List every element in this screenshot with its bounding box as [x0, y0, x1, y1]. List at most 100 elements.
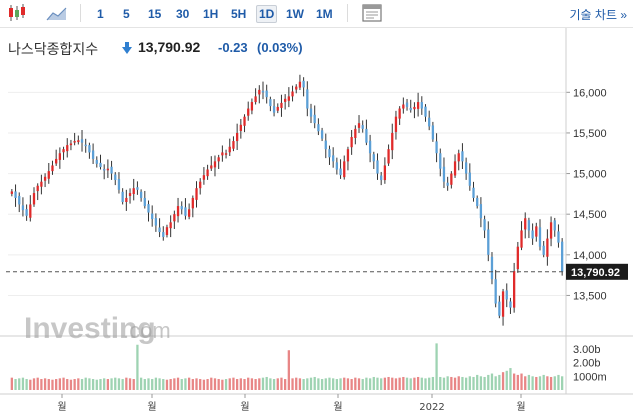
- candle-body: [51, 165, 54, 172]
- investing-watermark: Investing .com: [24, 312, 171, 345]
- area-chart-icon[interactable]: [45, 2, 69, 24]
- volume-bar: [501, 372, 505, 390]
- volume-bar: [498, 374, 501, 390]
- candlestick-series: [10, 74, 564, 326]
- volume-bar: [428, 377, 431, 390]
- candle-body: [29, 204, 32, 218]
- candle-body: [453, 161, 457, 176]
- volume-bar: [128, 378, 132, 390]
- volume-bar: [509, 368, 512, 390]
- candle-body: [206, 169, 209, 177]
- time-axis: 월 월 월 월 2022 월: [57, 394, 526, 413]
- candle-body: [36, 185, 39, 192]
- volume-bar: [538, 376, 542, 390]
- chart-grid: [0, 91, 633, 395]
- volume-bar: [43, 378, 47, 390]
- candle-body: [77, 140, 80, 143]
- volume-bar: [158, 378, 161, 390]
- candle-body: [173, 214, 176, 222]
- volume-bar: [380, 378, 383, 390]
- candle-body: [298, 81, 302, 88]
- timeframe-5h[interactable]: 5H: [231, 7, 247, 21]
- volume-bar: [261, 377, 265, 390]
- volume-bar: [235, 379, 239, 390]
- volume-bar: [535, 376, 538, 390]
- volume-bar: [106, 379, 110, 390]
- candle-body: [561, 241, 564, 272]
- time-tick-label: 월: [333, 401, 342, 413]
- volume-bar: [180, 379, 183, 390]
- candle-body: [80, 139, 84, 143]
- volume-bar: [272, 379, 276, 390]
- volume-bar: [320, 379, 324, 390]
- volume-bar: [442, 377, 446, 390]
- candlestick-chart-icon[interactable]: [4, 2, 28, 24]
- last-price-tag-bg: [566, 263, 628, 280]
- volume-bar: [32, 378, 36, 390]
- volume-bar: [47, 379, 50, 390]
- technical-chart-link[interactable]: 기술 차트 »: [569, 8, 627, 22]
- timeframe-1m[interactable]: 1M: [316, 7, 333, 21]
- candle-body: [420, 102, 423, 109]
- volume-bar: [439, 376, 442, 390]
- candle-body: [143, 197, 146, 207]
- volume-bar: [561, 376, 564, 390]
- volume-bar: [298, 378, 302, 390]
- volume-bar: [424, 378, 427, 390]
- candle-body: [439, 153, 442, 169]
- candle-body: [416, 102, 420, 109]
- volume-bar: [250, 378, 254, 390]
- candle-body: [435, 141, 438, 154]
- candle-body: [139, 191, 143, 198]
- candle-body: [217, 157, 220, 162]
- candle-body: [531, 230, 534, 239]
- candle-body: [368, 140, 372, 154]
- timeframe-1h[interactable]: 1H: [203, 7, 219, 21]
- timeframe-15min[interactable]: 15: [148, 7, 162, 21]
- volume-bar: [210, 377, 213, 390]
- volume-bar: [195, 378, 198, 390]
- volume-bar: [14, 379, 17, 390]
- timeframe-30min[interactable]: 30: [176, 7, 190, 21]
- volume-bar: [317, 378, 320, 390]
- volume-bar: [36, 377, 39, 390]
- candle-body: [210, 165, 213, 169]
- volume-bar: [313, 376, 316, 390]
- candle-body: [125, 197, 128, 202]
- timeframe-1w[interactable]: 1W: [286, 7, 304, 21]
- volume-bar: [309, 377, 313, 390]
- volume-bar: [55, 379, 58, 390]
- timeframe-1d[interactable]: 1D: [256, 5, 278, 23]
- candle-body: [398, 108, 401, 119]
- timeframe-5min[interactable]: 5: [123, 7, 130, 21]
- volume-bar: [91, 379, 95, 390]
- candle-body: [372, 154, 375, 162]
- candle-body: [165, 227, 169, 235]
- volume-bar: [350, 379, 353, 390]
- volume-bar: [151, 379, 154, 390]
- candle-body: [464, 162, 468, 174]
- price-tick-label: 14,500: [573, 209, 607, 221]
- candle-body: [95, 159, 98, 164]
- volume-bar: [154, 377, 158, 390]
- volume-bar: [461, 376, 464, 390]
- candle-body: [357, 123, 361, 128]
- timeframe-1min[interactable]: 1: [97, 7, 104, 21]
- price-tick-label: 13,500: [573, 290, 607, 302]
- candle-body: [516, 246, 519, 270]
- layout-icon[interactable]: [360, 2, 384, 24]
- volume-bar: [402, 376, 405, 390]
- volume-bar: [80, 379, 84, 390]
- last-price-tag-text: 13,790.92: [571, 267, 620, 279]
- time-tick-label: 월: [240, 401, 249, 413]
- volume-bar: [84, 377, 87, 390]
- volume-bar: [490, 373, 494, 390]
- candle-body: [73, 141, 76, 143]
- price-tick-label: 16,000: [573, 87, 607, 99]
- candle-body: [542, 245, 545, 255]
- candle-body: [132, 188, 135, 195]
- candle-body: [291, 91, 294, 97]
- candle-body: [442, 166, 446, 182]
- volume-bar: [284, 379, 287, 390]
